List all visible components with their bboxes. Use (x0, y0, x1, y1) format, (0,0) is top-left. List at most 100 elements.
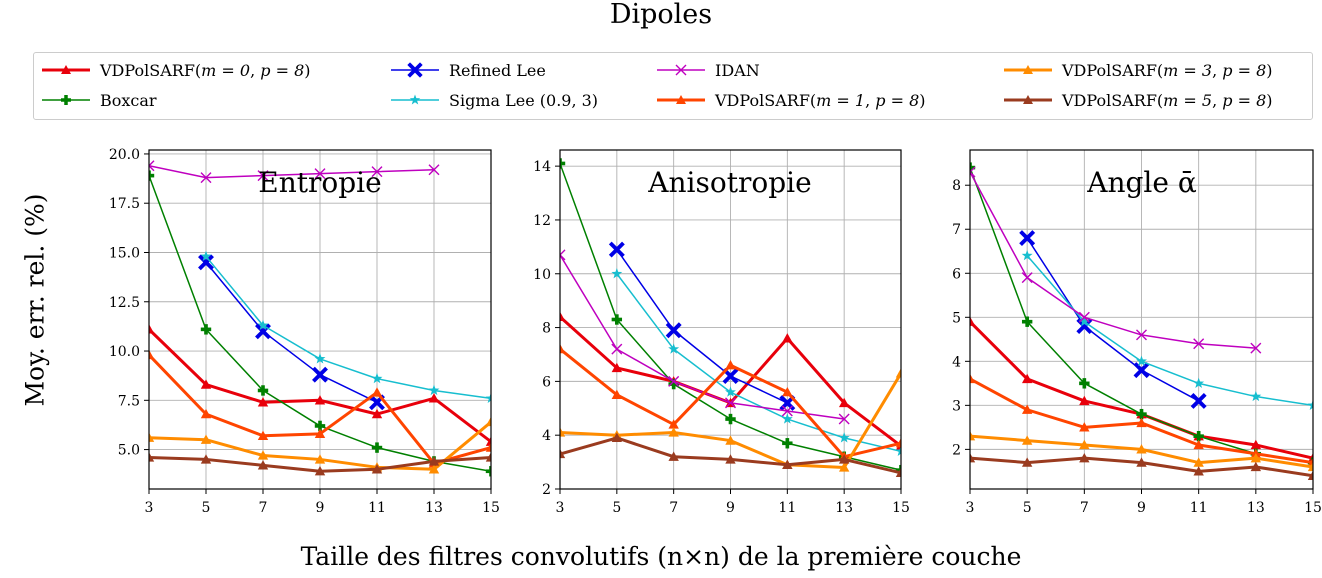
data-point-vdp3 (428, 464, 440, 474)
x-tick-label: 15 (892, 500, 910, 516)
legend-item-idan: IDAN (655, 58, 760, 82)
data-point-refined (1019, 230, 1036, 247)
series-line-refined (205, 261, 378, 403)
data-point-idan (668, 375, 680, 387)
x-tick-label: 13 (835, 500, 853, 516)
data-point-vdp0 (1250, 439, 1262, 450)
data-point-vdp1 (560, 343, 566, 354)
legend-label-boxcar: Boxcar (100, 90, 157, 110)
data-point-sigma (200, 250, 212, 262)
data-point-vdp1 (611, 389, 623, 399)
data-point-refined (1133, 362, 1150, 379)
x-tick-label: 7 (1080, 500, 1089, 516)
data-point-sigma (1136, 355, 1147, 366)
x-tick-label: 11 (778, 500, 796, 516)
y-tick-label: 4 (952, 354, 961, 370)
data-point-vdp1 (1079, 422, 1090, 432)
data-point-boxcar (1193, 430, 1204, 442)
data-point-vdp5 (895, 467, 901, 478)
data-point-vdp0 (149, 324, 155, 334)
legend-marker-refined (407, 62, 423, 78)
chart-entropie: 3 5 7 9 11 13 15 5.0 7.5 10.0 12.5 15.0 17.5 20.0 Entr… (109, 147, 500, 516)
data-point-vdp5 (1193, 466, 1204, 476)
x-tick-label: 11 (1190, 500, 1208, 516)
legend-item-vdp3: VDPolSARF(m = 3, p = 8) (1002, 58, 1273, 82)
data-point-vdp5 (611, 432, 623, 443)
legend-item-vdp5: VDPolSARF(m = 5, p = 8) (1002, 88, 1273, 112)
x-tick-label: 7 (259, 500, 268, 516)
legend-swatch-idan (657, 64, 705, 76)
data-point-idan (1021, 272, 1033, 284)
data-point-vdp0 (611, 362, 623, 373)
data-point-idan (560, 249, 566, 261)
y-tick-label: 7.5 (118, 393, 140, 409)
y-tick-label: 12.5 (109, 295, 140, 311)
series-line-idan (560, 254, 845, 420)
data-point-boxcar (485, 466, 491, 477)
data-point-sigma (1250, 390, 1262, 402)
data-point-vdp5 (782, 459, 793, 469)
y-tick-label: 5 (952, 310, 961, 326)
data-point-vdp5 (1250, 461, 1262, 472)
series-line-idan (149, 165, 435, 179)
series-line-refined (1026, 237, 1200, 402)
data-point-boxcar (1136, 408, 1147, 420)
data-point-idan (149, 160, 155, 172)
data-point-vdp5 (838, 454, 850, 464)
legend-item-vdp0: VDPolSARF(m = 0, p = 8) (40, 58, 311, 82)
data-point-idan (200, 172, 212, 184)
series-group (149, 160, 491, 477)
data-point-sigma (725, 386, 736, 397)
data-point-boxcar (371, 442, 383, 453)
legend-swatch-vdp0 (42, 65, 90, 74)
data-point-refined (608, 241, 625, 258)
y-tick-label: 14 (533, 159, 551, 175)
data-point-vdp0 (428, 393, 440, 403)
data-point-vdp5 (314, 466, 326, 476)
legend-item-boxcar: Boxcar (40, 88, 157, 112)
data-point-vdp1 (895, 438, 901, 448)
data-point-vdp5 (371, 464, 383, 474)
y-tick-label: 2 (952, 442, 961, 458)
x-tick-label: 3 (966, 500, 975, 516)
legend-label-vdp0: VDPolSARF(m = 0, p = 8) (100, 60, 311, 80)
data-point-sigma (838, 432, 850, 443)
y-tick-label: 8 (542, 321, 551, 337)
legend-item-vdp1: VDPolSARF(m = 1, p = 8) (655, 88, 926, 112)
x-tick-label: 13 (425, 500, 443, 516)
data-point-vdp5 (1079, 452, 1090, 463)
legend-swatch-vdp5 (1004, 95, 1052, 104)
data-point-boxcar (257, 385, 269, 396)
data-point-refined (779, 394, 796, 411)
data-point-idan (257, 170, 269, 182)
y-tick-label: 7 (952, 222, 961, 238)
data-point-sigma (1193, 377, 1205, 388)
data-point-idan (1193, 338, 1205, 350)
legend-marker-vdp0 (61, 65, 71, 74)
data-point-vdp5 (668, 451, 679, 461)
data-point-idan (428, 164, 440, 176)
data-point-vdp0 (782, 333, 793, 343)
legend-marker-vdp3 (1023, 65, 1033, 74)
y-tick-label: 5.0 (118, 443, 140, 459)
data-point-vdp3 (314, 454, 326, 464)
data-point-sigma (485, 392, 491, 403)
data-point-vdp3 (1136, 444, 1147, 454)
data-point-idan (611, 343, 623, 355)
legend-swatch-boxcar (42, 95, 90, 105)
data-point-vdp3 (668, 427, 679, 437)
data-point-vdp3 (725, 435, 736, 445)
data-point-boxcar (611, 314, 623, 325)
data-point-vdp1 (1021, 404, 1033, 414)
y-tick-label: 20.0 (109, 147, 140, 163)
data-point-vdp3 (485, 416, 491, 427)
y-tick-label: 12 (533, 213, 551, 229)
data-point-vdp3 (1021, 435, 1033, 445)
legend-label-vdp3: VDPolSARF(m = 3, p = 8) (1062, 60, 1273, 80)
legend-swatch-refined (391, 62, 439, 78)
data-point-vdp3 (149, 432, 155, 442)
data-point-vdp1 (1136, 417, 1147, 428)
data-point-vdp0 (485, 436, 491, 446)
data-point-vdp3 (895, 368, 901, 378)
panel-title: Anisotropie (647, 166, 811, 199)
